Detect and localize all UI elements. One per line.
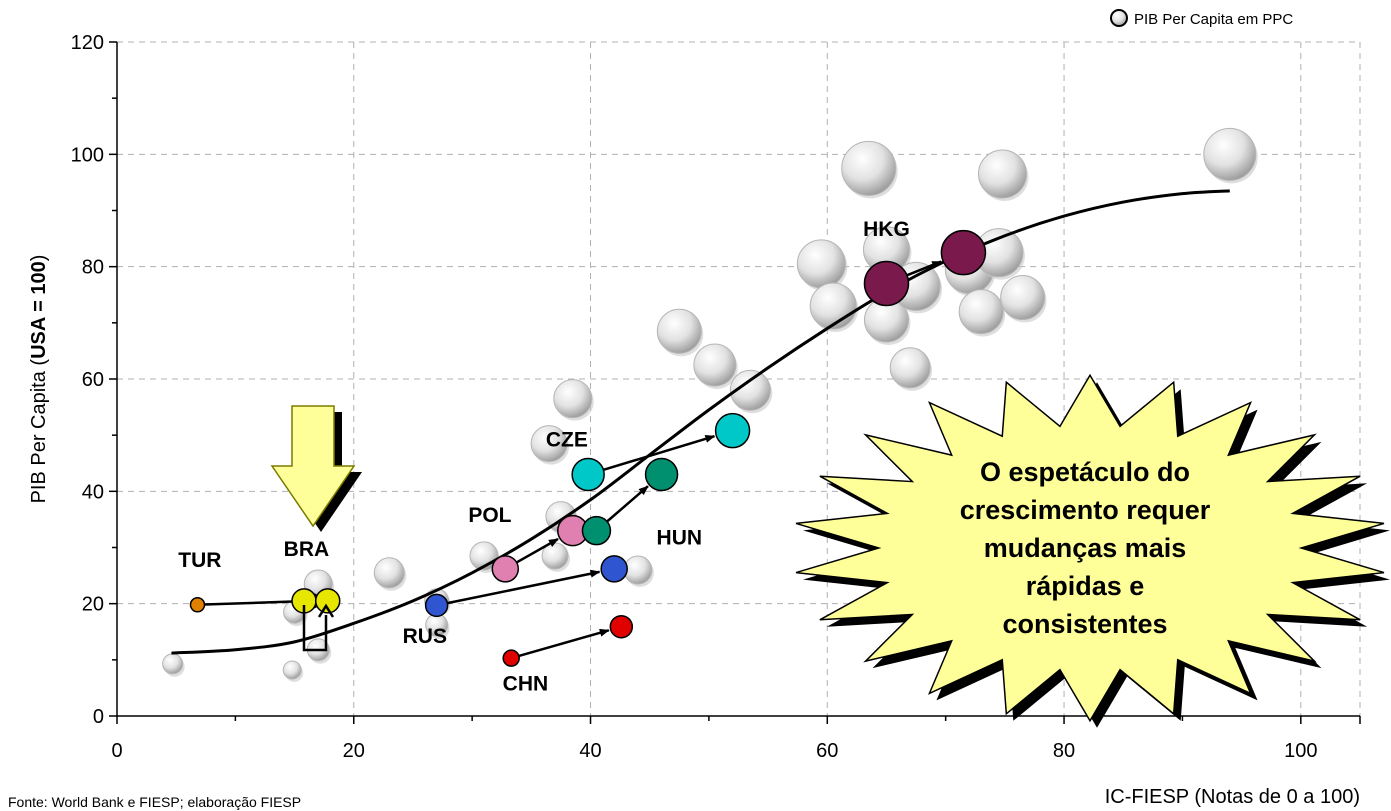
point-chn-start xyxy=(502,649,520,667)
label-rus: RUS xyxy=(403,625,447,648)
x-tick-label: 60 xyxy=(816,740,838,762)
arrow-pol xyxy=(515,537,559,564)
background-bubble xyxy=(553,379,593,419)
label-cze: CZE xyxy=(546,428,588,451)
background-bubble xyxy=(1203,127,1257,181)
y-tick-label: 80 xyxy=(82,257,104,279)
callout-starburst: O espetáculo do crescimento requer mudança… xyxy=(795,373,1390,728)
callout-line: consistentes xyxy=(1002,609,1167,639)
background-bubble xyxy=(282,660,302,680)
y-tick-label: 100 xyxy=(71,144,104,166)
y-tick-label: 20 xyxy=(82,594,104,616)
arrow-chn xyxy=(518,628,610,658)
arrow-rus xyxy=(447,569,601,605)
callout-burst xyxy=(795,373,1385,723)
country-points xyxy=(189,229,987,667)
x-ticks: 0 20 40 60 80 100 xyxy=(111,716,1361,762)
point-hkg-start xyxy=(863,260,910,307)
point-rus-start xyxy=(424,593,449,618)
callout-line: rápidas e xyxy=(1026,571,1145,601)
label-hun: HUN xyxy=(657,527,703,550)
x-tick-label: 20 xyxy=(343,740,365,762)
label-chn: CHN xyxy=(503,673,549,696)
y-tick-label: 0 xyxy=(93,706,104,728)
bra-connector xyxy=(302,603,335,652)
point-tur-start xyxy=(189,597,206,613)
point-rus-end xyxy=(600,555,628,583)
legend-label: PIB Per Capita em PPC xyxy=(1134,11,1293,28)
y-axis-title-bold: USA = 100 xyxy=(28,261,50,359)
arrow-tur xyxy=(204,597,305,606)
legend: PIB Per Capita em PPC xyxy=(1110,9,1293,28)
country-arrows xyxy=(204,260,943,658)
arrow-hkg xyxy=(906,260,943,277)
trend-line xyxy=(171,189,1230,655)
background-bubble xyxy=(809,282,857,330)
point-hun-end xyxy=(644,457,679,492)
callout-line: mudanças mais xyxy=(984,533,1187,563)
label-hkg: HKG xyxy=(863,218,910,241)
background-bubble xyxy=(373,557,405,589)
point-cze-end xyxy=(714,412,751,449)
source-note: Fonte: World Bank e FIESP; elaboração FI… xyxy=(8,794,301,810)
background-bubble xyxy=(796,239,846,289)
y-ticks: 0 20 40 60 80 100 120 xyxy=(71,32,117,728)
callout-text: O espetáculo do crescimento requer mudança… xyxy=(960,457,1211,639)
background-bubble xyxy=(1000,275,1046,321)
background-bubble xyxy=(889,347,931,389)
background-bubble xyxy=(162,653,184,675)
point-cze-start xyxy=(571,457,605,492)
y-axis-title-suffix: ) xyxy=(28,255,50,262)
arrow-cze xyxy=(603,434,716,472)
y-tick-label: 40 xyxy=(82,481,104,503)
background-bubble xyxy=(623,555,653,585)
point-hkg-end xyxy=(940,229,987,276)
y-tick-label: 60 xyxy=(82,369,104,391)
arrow-hun xyxy=(606,485,649,523)
background-bubble xyxy=(729,369,771,411)
point-hun-start xyxy=(581,515,612,546)
label-tur: TUR xyxy=(178,549,221,572)
label-pol: POL xyxy=(468,504,511,527)
country-labels: TUR BRA RUS CHN POL HUN CZE HKG xyxy=(178,218,910,696)
background-bubble xyxy=(958,289,1004,335)
x-tick-label: 40 xyxy=(579,740,601,762)
down-arrow-shape xyxy=(270,405,362,532)
label-bra: BRA xyxy=(284,538,330,561)
background-bubble xyxy=(693,343,737,387)
y-tick-label: 120 xyxy=(71,32,104,54)
background-bubble xyxy=(841,140,897,196)
background-bubbles xyxy=(162,127,1258,682)
background-bubble xyxy=(530,425,568,463)
x-axis-title: IC-FIESP (Notas de 0 a 100) xyxy=(1105,786,1360,808)
background-bubble xyxy=(977,149,1027,199)
legend-bubble-icon xyxy=(1110,9,1128,27)
y-axis-title-prefix: PIB Per Capita ( xyxy=(28,359,50,504)
y-axis-title: PIB Per Capita (USA = 100) xyxy=(28,255,50,504)
background-bubble xyxy=(656,308,702,354)
x-tick-label: 100 xyxy=(1284,740,1317,762)
x-tick-label: 0 xyxy=(111,740,122,762)
callout-line: crescimento requer xyxy=(960,495,1211,525)
point-chn-end xyxy=(609,614,634,639)
x-tick-label: 80 xyxy=(1053,740,1075,762)
point-bra-end xyxy=(314,588,341,614)
callout-line: O espetáculo do xyxy=(980,457,1190,487)
point-pol-start xyxy=(491,555,520,583)
